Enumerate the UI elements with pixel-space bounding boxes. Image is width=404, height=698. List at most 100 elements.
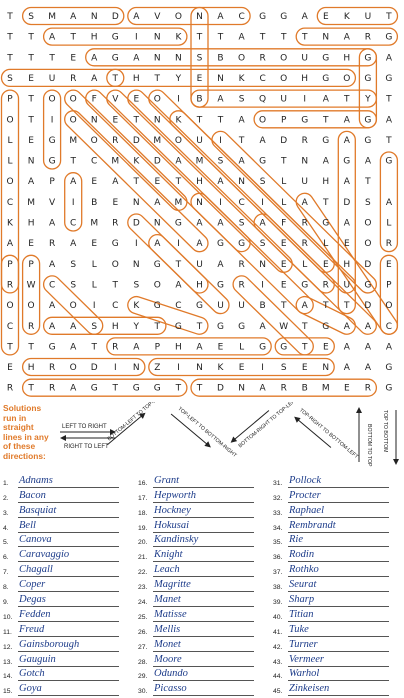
grid-letter: T xyxy=(48,53,55,63)
answer-word: Caravaggio xyxy=(18,549,119,563)
answer-word: Matisse xyxy=(153,609,254,622)
grid-letter: O xyxy=(70,95,77,105)
grid-letter: C xyxy=(175,301,181,311)
answer-word: Chagall xyxy=(18,564,119,578)
solution-loop xyxy=(316,6,399,26)
grid-letter: D xyxy=(364,301,371,311)
solution-loop xyxy=(295,27,399,46)
answer-row: 32. Procter xyxy=(273,489,403,504)
word-search-grid: T S M A N D A V O N A C G G A E K U TT T A T H G I N K T T A T T T N A R GT T… xyxy=(0,6,399,397)
grid-letter: A xyxy=(70,322,77,332)
answer-word: Hokusai xyxy=(153,520,254,533)
grid-letter: E xyxy=(281,239,287,249)
grid-letter: U xyxy=(196,260,203,270)
grid-letter: A xyxy=(260,136,267,146)
grid-letter: U xyxy=(301,177,308,187)
grid-letter: A xyxy=(260,384,267,394)
grid-letter: T xyxy=(27,342,34,352)
answer-word: Basquiat xyxy=(18,505,119,518)
grid-letter: E xyxy=(112,115,118,125)
grid-letter: G xyxy=(217,280,224,290)
grid-letter: T xyxy=(301,322,308,332)
grid-letter: G xyxy=(238,322,245,332)
grid-letter: T xyxy=(175,177,182,187)
grid-letter: T xyxy=(112,384,119,394)
answer-row: 43. Vermeer xyxy=(273,653,403,668)
dir-diag-br-tl: BOTTOM-RIGHT TO TOP-LEFT xyxy=(230,402,299,449)
solution-loop xyxy=(64,172,83,232)
dir-horizontal: LEFT TO RIGHT RIGHT TO LEFT xyxy=(60,424,116,450)
grid-letter: S xyxy=(239,219,245,229)
solution-loop xyxy=(64,110,209,253)
grid-letter: A xyxy=(217,219,224,229)
grid-letter: I xyxy=(72,198,75,208)
directions-intro: Solutions run in straight lines in any o… xyxy=(3,403,49,461)
grid-letters: T S M A N D A V O N A C G G A E K U TT T A T H G I N K T T A T T T N A R GT T… xyxy=(6,12,393,394)
grid-letter: G xyxy=(91,384,98,394)
grid-letter: L xyxy=(7,157,12,167)
grid-letter: O xyxy=(70,363,77,373)
grid-letter: N xyxy=(91,12,98,22)
grid-letter: E xyxy=(70,53,76,63)
grid-letter: R xyxy=(70,74,76,84)
grid-letter: N xyxy=(91,115,98,125)
grid-letter: T xyxy=(154,322,161,332)
grid-letter: O xyxy=(364,239,371,249)
answer-column-1: 1. Adnams 2. Bacon 3. Basquiat 4. Bell 5. Canova 6… xyxy=(3,474,133,697)
grid-letter: E xyxy=(281,280,287,290)
answer-row: 5. Canova xyxy=(3,534,133,549)
grid-letter: S xyxy=(91,322,97,332)
solution-loop xyxy=(0,68,125,88)
answer-word: Manet xyxy=(153,594,254,608)
grid-letter: N xyxy=(154,33,161,43)
grid-letter: T xyxy=(27,115,34,125)
grid-letter: H xyxy=(175,342,182,352)
solution-loop xyxy=(106,68,357,88)
answer-number: 17. xyxy=(138,494,148,502)
grid-letter: N xyxy=(133,198,140,208)
grid-letter: G xyxy=(133,384,140,394)
grid-letter: G xyxy=(322,219,329,229)
grid-letter: A xyxy=(28,177,35,187)
grid-letter: T xyxy=(217,115,224,125)
grid-letter: M xyxy=(48,12,56,22)
grid-letter: H xyxy=(343,260,350,270)
answer-row: 18. Hockney xyxy=(138,504,268,519)
grid-letter: N xyxy=(238,384,245,394)
answer-row: 3. Basquiat xyxy=(3,504,133,519)
grid-letter: E xyxy=(28,136,34,146)
answer-number: 23. xyxy=(138,584,148,592)
grid-letter: B xyxy=(91,198,97,208)
grid-letter: M xyxy=(175,198,183,208)
answer-number: 4. xyxy=(3,524,9,532)
answer-row: 34. Rembrandt xyxy=(273,519,403,534)
solution-loop xyxy=(21,357,146,377)
grid-letter: G xyxy=(322,74,329,84)
grid-letter: S xyxy=(260,177,266,187)
grid-letter: G xyxy=(196,301,203,311)
grid-letter: T xyxy=(27,53,34,63)
grid-letter: A xyxy=(70,177,77,187)
grid-letter: A xyxy=(344,33,351,43)
grid-letter: A xyxy=(70,239,77,249)
grid-letter: T xyxy=(385,95,392,105)
answer-row: 45. Zinkeisen xyxy=(273,682,403,697)
grid-letter: T xyxy=(90,342,97,352)
grid-letter: T xyxy=(385,12,392,22)
grid-letter: O xyxy=(385,301,392,311)
answer-number: 38. xyxy=(273,584,283,592)
grid-letter: A xyxy=(239,115,246,125)
grid-letter: L xyxy=(386,219,391,229)
grid-letter: T xyxy=(217,33,224,43)
answer-word: Rembrandt xyxy=(288,520,389,533)
dir-diag-tr-bl: TOP-RIGHT TO BOTTOM-LEFT xyxy=(294,407,360,461)
grid-letter: A xyxy=(386,53,393,63)
grid-letter: A xyxy=(323,95,330,105)
grid-letter: T xyxy=(175,260,182,270)
grid-letter: G xyxy=(385,363,392,373)
answer-row: 38. Seurat xyxy=(273,578,403,593)
solution-loop xyxy=(211,130,377,294)
grid-letter: N xyxy=(217,74,224,84)
dir-label-bottom-left-to-top-right: BOTTOM-LEFT TO TOP-RIGHT xyxy=(106,402,168,442)
solution-loops xyxy=(0,6,399,397)
